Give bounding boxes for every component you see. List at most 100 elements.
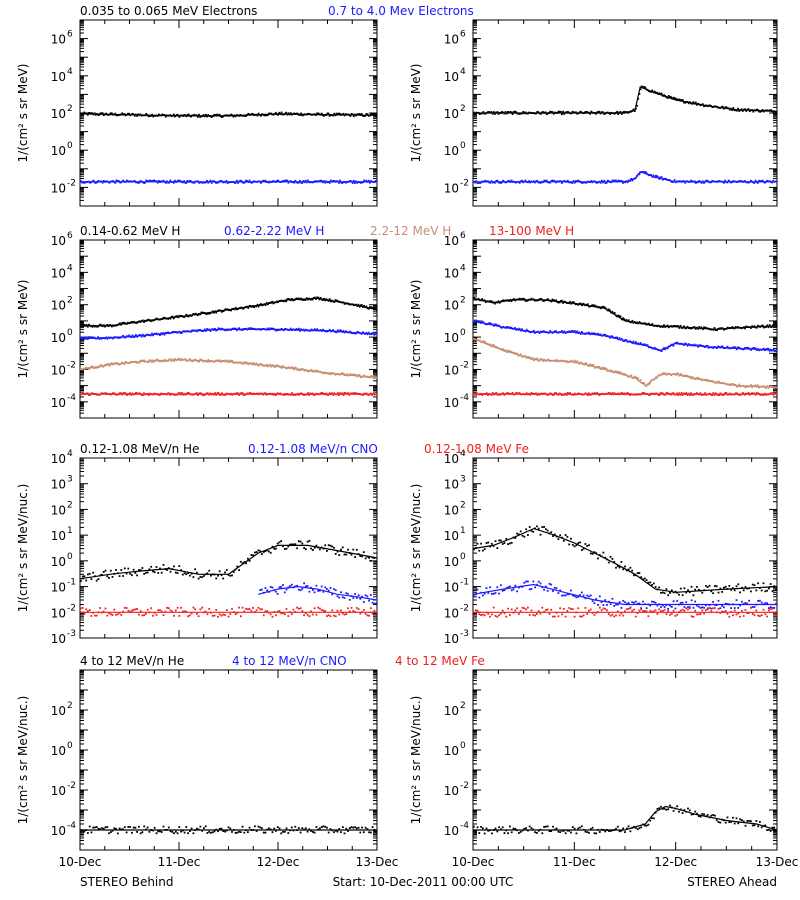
data-point [482,340,485,343]
data-point [82,181,85,184]
data-point [685,591,688,594]
data-point [116,324,119,326]
y-tick-label: 10 [444,581,459,595]
data-point [145,113,148,115]
data-point [545,113,548,116]
data-point [115,324,118,327]
data-point [107,181,110,184]
data-point [88,609,91,611]
data-point [265,363,268,366]
data-point [284,366,286,369]
data-point [374,308,377,311]
data-point [312,613,314,616]
data-point [160,318,163,320]
data-point [579,181,582,183]
data-point [131,334,134,337]
data-point [97,336,99,338]
data-point [227,574,230,576]
data-point [319,589,321,592]
data-point [319,297,322,299]
data-point [743,180,745,183]
data-point [281,113,284,116]
series-title: 0.12-1.08 MeV Fe [424,442,529,456]
data-point [588,111,590,114]
data-point [197,180,199,183]
data-point [326,112,329,115]
data-point [631,110,634,112]
data-point [273,611,276,613]
data-point [667,345,670,348]
series-line-blue [258,585,377,601]
data-point [543,112,546,114]
series-blue-points [80,327,377,341]
data-point [750,349,752,351]
data-point [510,111,513,114]
data-point [712,106,715,108]
data-point [155,180,158,183]
data-point [516,328,519,330]
data-point [254,180,257,183]
data-point [515,181,518,184]
data-point [603,113,606,115]
data-point [82,368,85,370]
data-point [696,103,698,106]
data-point [576,360,579,363]
data-point [549,110,552,113]
data-point [679,99,682,101]
data-point [221,310,223,313]
data-point [201,311,204,314]
data-point [370,333,372,336]
data-point [758,349,760,352]
data-point [714,585,716,587]
data-point [164,317,167,320]
data-point [721,327,724,330]
data-point [131,574,133,577]
data-point [319,392,322,395]
data-point [278,610,281,612]
y-tick-exponent: 0 [67,328,73,338]
data-point [272,113,275,116]
data-point [545,393,548,396]
data-point [541,180,543,183]
data-point [665,178,668,181]
data-point [558,331,561,333]
data-point [612,393,615,396]
data-point [369,393,371,396]
data-point [268,550,270,553]
data-point [370,180,372,182]
data-point [114,336,117,339]
data-point [542,111,545,113]
data-point [765,393,768,396]
data-point [725,392,728,394]
data-point [699,104,702,107]
data-point [181,610,184,613]
data-point [328,372,331,374]
data-point [156,333,159,336]
data-point [730,107,732,110]
data-point [707,104,710,107]
data-point [244,114,246,117]
data-point [295,297,298,300]
data-point [96,325,98,328]
data-point [703,326,705,329]
data-point [104,181,106,183]
data-point [535,392,537,395]
data-point [673,393,676,396]
data-point [771,181,773,184]
data-point [491,543,493,545]
data-point [266,610,269,613]
data-point [720,382,723,384]
data-point [758,386,760,389]
data-point [214,114,216,116]
data-point [490,180,493,182]
data-point [315,369,317,372]
data-point [732,393,735,396]
data-point [273,301,276,304]
data-point [258,363,261,366]
data-point [185,115,188,118]
data-point [100,324,103,327]
data-point [171,180,174,183]
data-point [332,394,335,396]
data-point [588,305,590,308]
data-point [375,602,377,605]
